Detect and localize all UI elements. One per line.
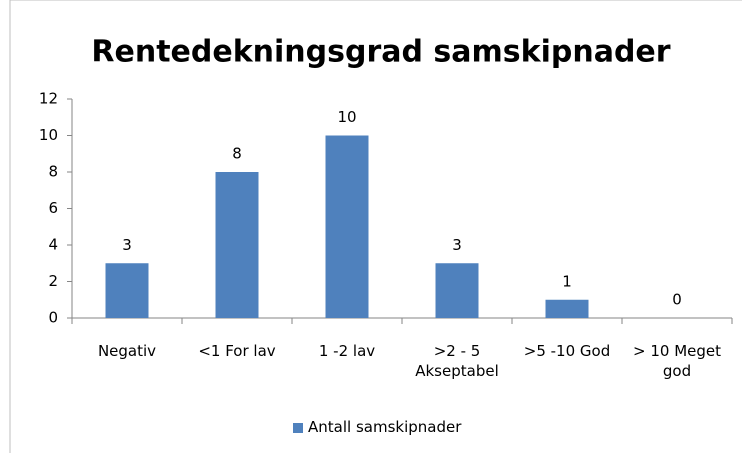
bar bbox=[545, 299, 589, 318]
chart-title: Rentedekningsgrad samskipnader bbox=[91, 35, 670, 70]
x-tick-label: 1 -2 lav bbox=[318, 342, 376, 360]
data-label: 3 bbox=[122, 236, 132, 254]
legend-label: Antall samskipnader bbox=[308, 418, 462, 436]
legend-swatch bbox=[293, 423, 303, 433]
y-tick-label: 2 bbox=[48, 272, 58, 290]
data-label: 10 bbox=[337, 108, 356, 126]
bar bbox=[435, 263, 479, 318]
x-tick-label: >2 - 5 Akseptabel bbox=[415, 342, 499, 380]
bar bbox=[215, 172, 259, 318]
y-tick-label: 6 bbox=[48, 199, 58, 217]
y-tick-label: 12 bbox=[39, 90, 58, 108]
data-label: 3 bbox=[452, 236, 462, 254]
x-tick-label: >5 -10 God bbox=[523, 342, 611, 360]
bar bbox=[325, 135, 369, 318]
chart-frame bbox=[9, 0, 742, 453]
x-tick-label: Negativ bbox=[97, 342, 157, 360]
bar bbox=[105, 263, 149, 318]
y-tick-label: 10 bbox=[39, 126, 58, 144]
x-tick-label: > 10 Meget god bbox=[633, 342, 721, 380]
x-tick-label: <1 For lav bbox=[198, 342, 276, 360]
data-label: 0 bbox=[672, 291, 682, 309]
data-label: 1 bbox=[562, 272, 572, 290]
y-tick-label: 8 bbox=[48, 163, 58, 181]
data-label: 8 bbox=[232, 145, 242, 163]
y-tick-label: 0 bbox=[48, 309, 58, 327]
y-tick-label: 4 bbox=[48, 236, 58, 254]
